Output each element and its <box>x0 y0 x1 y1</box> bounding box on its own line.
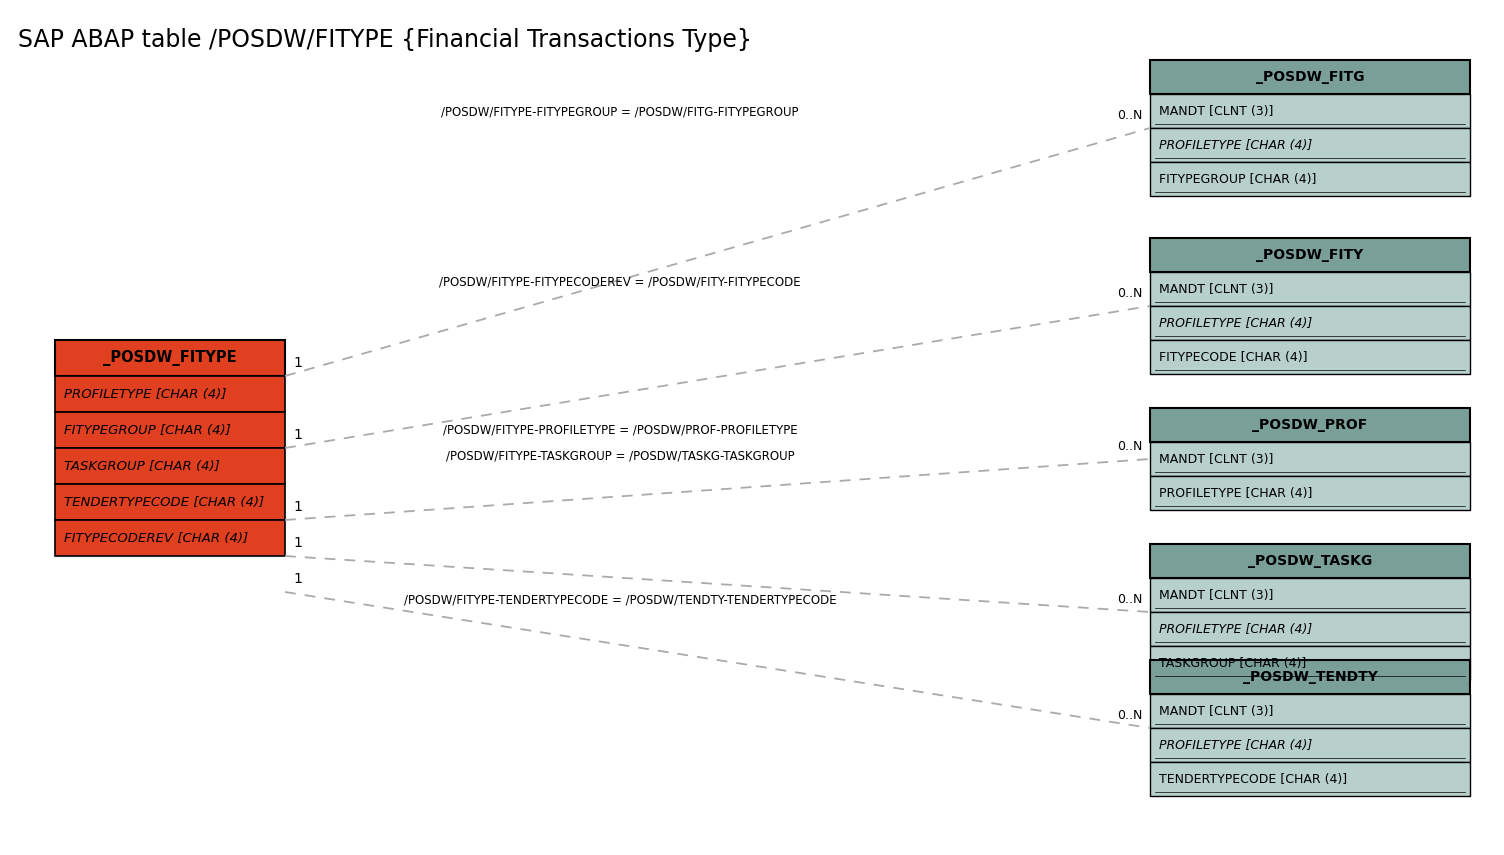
Text: FITYPEGROUP [CHAR (4)]: FITYPEGROUP [CHAR (4)] <box>65 423 230 437</box>
Text: PROFILETYPE [CHAR (4)]: PROFILETYPE [CHAR (4)] <box>1160 622 1313 635</box>
Text: 1: 1 <box>293 356 302 370</box>
Bar <box>1151 660 1469 694</box>
Bar <box>56 376 284 412</box>
Bar <box>1151 162 1469 196</box>
Text: 0..N: 0..N <box>1116 109 1142 122</box>
Bar <box>1151 60 1469 94</box>
Bar <box>1151 476 1469 510</box>
Text: FITYPECODEREV [CHAR (4)]: FITYPECODEREV [CHAR (4)] <box>65 532 248 545</box>
Bar <box>1151 238 1469 272</box>
Text: MANDT [CLNT (3)]: MANDT [CLNT (3)] <box>1160 104 1274 117</box>
Bar <box>1151 612 1469 646</box>
Text: PROFILETYPE [CHAR (4)]: PROFILETYPE [CHAR (4)] <box>1160 316 1313 329</box>
Bar <box>1151 578 1469 612</box>
Bar <box>1151 544 1469 578</box>
Text: /POSDW/FITYPE-FITYPECODEREV = /POSDW/FITY-FITYPECODE: /POSDW/FITYPE-FITYPECODEREV = /POSDW/FIT… <box>439 275 800 288</box>
Text: /POSDW/FITYPE-TASKGROUP = /POSDW/TASKG-TASKGROUP: /POSDW/FITYPE-TASKGROUP = /POSDW/TASKG-T… <box>445 450 794 463</box>
Text: TASKGROUP [CHAR (4)]: TASKGROUP [CHAR (4)] <box>1160 657 1307 669</box>
Bar <box>1151 272 1469 306</box>
Text: _POSDW_FITY: _POSDW_FITY <box>1256 248 1364 262</box>
Bar <box>56 484 284 520</box>
Text: 0..N: 0..N <box>1116 593 1142 606</box>
Bar <box>56 520 284 556</box>
Bar <box>1151 94 1469 128</box>
Text: PROFILETYPE [CHAR (4)]: PROFILETYPE [CHAR (4)] <box>1160 139 1313 151</box>
Text: /POSDW/FITYPE-PROFILETYPE = /POSDW/PROF-PROFILETYPE: /POSDW/FITYPE-PROFILETYPE = /POSDW/PROF-… <box>442 423 797 437</box>
Text: PROFILETYPE [CHAR (4)]: PROFILETYPE [CHAR (4)] <box>1160 739 1313 752</box>
Text: _POSDW_PROF: _POSDW_PROF <box>1253 418 1367 432</box>
Text: PROFILETYPE [CHAR (4)]: PROFILETYPE [CHAR (4)] <box>65 387 227 400</box>
Bar <box>1151 442 1469 476</box>
Text: 1: 1 <box>293 572 302 586</box>
Bar <box>1151 340 1469 374</box>
Text: TASKGROUP [CHAR (4)]: TASKGROUP [CHAR (4)] <box>65 459 220 473</box>
Text: FITYPECODE [CHAR (4)]: FITYPECODE [CHAR (4)] <box>1160 351 1307 363</box>
Bar <box>1151 762 1469 796</box>
Bar <box>56 340 284 376</box>
Bar <box>1151 408 1469 442</box>
Bar <box>56 412 284 448</box>
Bar <box>1151 646 1469 680</box>
Text: MANDT [CLNT (3)]: MANDT [CLNT (3)] <box>1160 452 1274 465</box>
Text: 1: 1 <box>293 428 302 442</box>
Text: /POSDW/FITYPE-TENDERTYPECODE = /POSDW/TENDTY-TENDERTYPECODE: /POSDW/FITYPE-TENDERTYPECODE = /POSDW/TE… <box>403 593 836 606</box>
Bar <box>56 448 284 484</box>
Text: MANDT [CLNT (3)]: MANDT [CLNT (3)] <box>1160 282 1274 296</box>
Bar <box>1151 306 1469 340</box>
Text: MANDT [CLNT (3)]: MANDT [CLNT (3)] <box>1160 705 1274 717</box>
Text: FITYPEGROUP [CHAR (4)]: FITYPEGROUP [CHAR (4)] <box>1160 173 1316 186</box>
Text: 1: 1 <box>293 500 302 514</box>
Text: TENDERTYPECODE [CHAR (4)]: TENDERTYPECODE [CHAR (4)] <box>1160 773 1348 786</box>
Bar <box>1151 128 1469 162</box>
Text: _POSDW_FITYPE: _POSDW_FITYPE <box>104 350 236 366</box>
Text: TENDERTYPECODE [CHAR (4)]: TENDERTYPECODE [CHAR (4)] <box>65 496 265 509</box>
Text: 0..N: 0..N <box>1116 440 1142 453</box>
Text: /POSDW/FITYPE-FITYPEGROUP = /POSDW/FITG-FITYPEGROUP: /POSDW/FITYPE-FITYPEGROUP = /POSDW/FITG-… <box>441 105 799 119</box>
Text: 0..N: 0..N <box>1116 709 1142 722</box>
Text: _POSDW_FITG: _POSDW_FITG <box>1256 70 1364 84</box>
Text: PROFILETYPE [CHAR (4)]: PROFILETYPE [CHAR (4)] <box>1160 486 1313 499</box>
Text: MANDT [CLNT (3)]: MANDT [CLNT (3)] <box>1160 588 1274 602</box>
Bar <box>1151 694 1469 728</box>
Text: 0..N: 0..N <box>1116 287 1142 300</box>
Bar <box>1151 728 1469 762</box>
Text: SAP ABAP table /POSDW/FITYPE {Financial Transactions Type}: SAP ABAP table /POSDW/FITYPE {Financial … <box>18 28 752 52</box>
Text: _POSDW_TENDTY: _POSDW_TENDTY <box>1242 670 1378 684</box>
Text: 1: 1 <box>293 536 302 550</box>
Text: _POSDW_TASKG: _POSDW_TASKG <box>1248 554 1372 568</box>
